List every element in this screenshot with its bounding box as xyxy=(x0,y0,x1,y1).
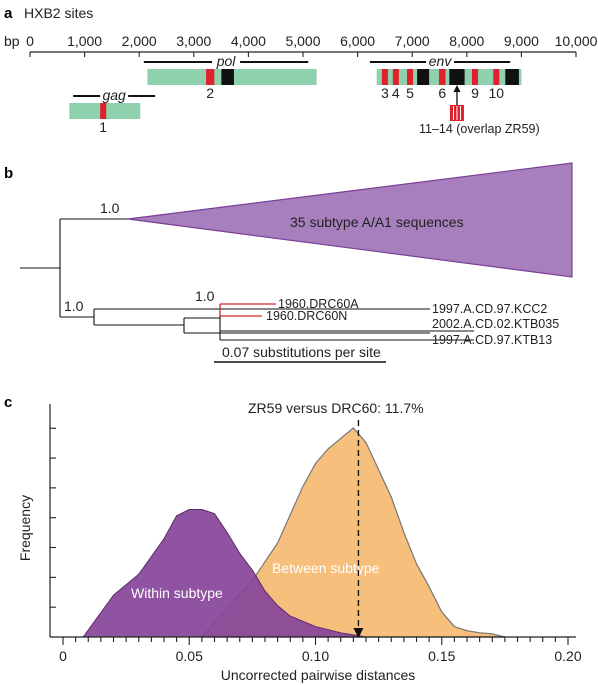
annotation-label: ZR59 versus DRC60: 11.7% xyxy=(248,400,424,416)
x-tick-label: 0 xyxy=(59,648,67,664)
taxon-ktb13: 1997.A.CD.97.KTB13 xyxy=(432,333,552,347)
gene-label-bg xyxy=(212,56,241,68)
overlap-marker: 11–14 (overlap ZR59) xyxy=(419,85,540,136)
bp-tick-label: 10,000 xyxy=(555,33,598,49)
taxon-drc60n: 1960.DRC60N xyxy=(266,309,347,323)
site-label: 9 xyxy=(471,85,479,101)
between-subtype-area xyxy=(200,427,506,638)
x-axis-label: Uncorrected pairwise distances xyxy=(221,667,416,683)
site-label: 1 xyxy=(99,119,107,135)
bp-tick-label: 8,000 xyxy=(449,33,484,49)
support-drc: 1.0 xyxy=(195,288,215,304)
series-label-between: Between subtype xyxy=(272,560,380,576)
clade-label: 35 subtype A/A1 sequences xyxy=(290,214,464,230)
taxon-drc60a: 1960.DRC60A xyxy=(278,297,359,311)
overlap-label: 11–14 (overlap ZR59) xyxy=(419,122,540,136)
drc60-branches xyxy=(219,303,276,317)
support-top: 1.0 xyxy=(100,200,120,216)
sampled-site xyxy=(493,69,500,85)
within-subtype-area xyxy=(82,509,367,638)
sites: 1 2 3 4 5 6 9 10 xyxy=(99,69,519,135)
panel-b: b 35 subtype A/A1 sequences 1.0 1.0 1.0 … xyxy=(4,162,573,363)
sampled-site xyxy=(471,69,478,85)
site-label: 5 xyxy=(406,85,414,101)
site-label: 10 xyxy=(488,85,504,101)
x-tick-label: 0.15 xyxy=(428,648,455,664)
site-label: 2 xyxy=(206,85,214,101)
x-ticks xyxy=(62,637,569,645)
bp-tick-label: 3,000 xyxy=(176,33,211,49)
genes: gag pol env xyxy=(73,53,511,103)
gene-gag-label: gag xyxy=(102,87,126,103)
unsampled-region xyxy=(449,69,465,85)
sampled-site xyxy=(381,69,388,85)
panel-c: c 0 0.05 0.10 0.15 0.20 Frequency Uncorrecte… xyxy=(4,394,582,683)
x-tick-labels: 0 0.05 0.10 0.15 0.20 xyxy=(59,648,582,664)
panel-c-label: c xyxy=(4,394,12,411)
x-tick-label: 0.20 xyxy=(554,648,581,664)
panel-a-title: HXB2 sites xyxy=(24,5,93,21)
x-tick-label: 0.10 xyxy=(302,648,329,664)
bp-tick-label: 2,000 xyxy=(122,33,157,49)
bp-ticks: 0 1,000 2,000 3,000 4,000 5,000 6,000 7,000 8,00… xyxy=(26,33,598,57)
y-axis-label: Frequency xyxy=(17,495,33,561)
site-label: 4 xyxy=(392,85,400,101)
gene-label-bg xyxy=(100,90,129,102)
bp-tick-label: 6,000 xyxy=(340,33,375,49)
bp-tick-label: 9,000 xyxy=(504,33,539,49)
site-label: 6 xyxy=(438,85,446,101)
overlap-arrowhead xyxy=(453,85,461,92)
bp-tick-label: 4,000 xyxy=(231,33,266,49)
y-ticks xyxy=(50,427,56,608)
subtype-a-clade xyxy=(127,162,573,278)
gene-label-bg xyxy=(426,56,455,68)
series-label-within: Within subtype xyxy=(131,585,223,601)
gene-env-label: env xyxy=(429,53,453,69)
sampled-site xyxy=(392,69,399,85)
unsampled-region xyxy=(505,69,519,85)
annotation-arrowhead xyxy=(353,628,364,638)
sampled-site xyxy=(206,69,215,85)
sampled-site xyxy=(100,103,107,119)
unsampled-region xyxy=(417,69,430,85)
sampled-site xyxy=(407,69,414,85)
bp-tick-label: 0 xyxy=(26,33,34,49)
panel-b-label: b xyxy=(4,165,13,182)
unsampled-region xyxy=(221,69,234,85)
scale-label: 0.07 substitutions per site xyxy=(222,344,381,360)
bp-tick-label: 1,000 xyxy=(67,33,102,49)
bp-tick-label: 7,000 xyxy=(395,33,430,49)
panel-a: a HXB2 sites bp 0 1,000 2,000 3,000 4,000 5,0… xyxy=(4,5,598,136)
gene-pol-label: pol xyxy=(216,53,237,69)
support-lower: 1.0 xyxy=(64,298,84,314)
taxon-ktb035: 2002.A.CD.02.KTB035 xyxy=(432,317,559,331)
axis-unit: bp xyxy=(4,33,20,49)
site-label: 3 xyxy=(381,85,389,101)
x-tick-label: 0.05 xyxy=(176,648,203,664)
taxon-kcc2: 1997.A.CD.97.KCC2 xyxy=(432,302,547,316)
sampled-site xyxy=(438,69,446,85)
panel-a-label: a xyxy=(4,5,13,22)
bp-tick-label: 5,000 xyxy=(285,33,320,49)
